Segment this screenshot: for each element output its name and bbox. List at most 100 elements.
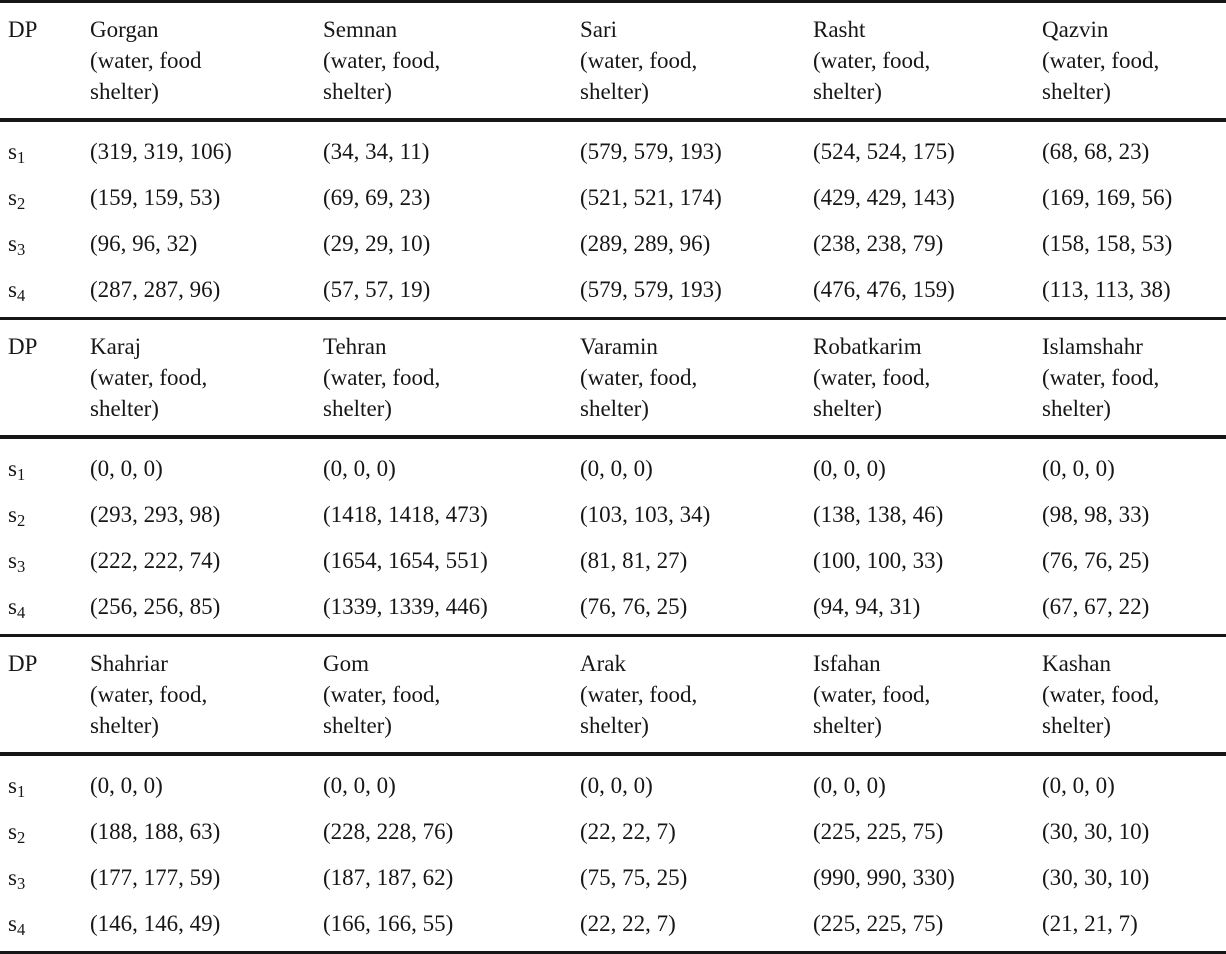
city-subtitle-line2: shelter) bbox=[580, 396, 649, 421]
data-table: DP Gorgan (water, food shelter) Semnan (water… bbox=[0, 0, 1226, 317]
header-row: DP Gorgan (water, food shelter) Semnan (water… bbox=[0, 1, 1226, 122]
corner-header-dp: DP bbox=[0, 1, 90, 122]
city-subtitle-line2: shelter) bbox=[323, 396, 392, 421]
city-subtitle-line1: (water, food, bbox=[813, 682, 931, 707]
city-column-header: Varamin (water, food, shelter) bbox=[580, 318, 813, 439]
city-name: Varamin bbox=[580, 334, 658, 359]
city-subtitle-line2: shelter) bbox=[90, 79, 159, 104]
value-cell: (0, 0, 0) bbox=[580, 456, 653, 481]
row-label-cell: s1 bbox=[0, 120, 90, 175]
value-cell: (69, 69, 23) bbox=[323, 185, 431, 210]
row-label-cell: s4 bbox=[0, 901, 90, 953]
value-cell: (68, 68, 23) bbox=[1042, 139, 1150, 164]
city-column-header: Qazvin (water, food, shelter) bbox=[1042, 1, 1226, 122]
value-cell: (0, 0, 0) bbox=[90, 773, 163, 798]
city-subtitle-line1: (water, food, bbox=[813, 365, 931, 390]
row-label: s bbox=[8, 502, 17, 527]
value-cell: (256, 256, 85) bbox=[90, 594, 221, 619]
value-cell: (76, 76, 25) bbox=[1042, 548, 1150, 573]
value-cell: (166, 166, 55) bbox=[323, 911, 454, 936]
city-subtitle-line2: shelter) bbox=[580, 713, 649, 738]
city-subtitle-line2: shelter) bbox=[90, 713, 159, 738]
table-row: s2 (159, 159, 53) (69, 69, 23) (521, 521, 1… bbox=[0, 175, 1226, 221]
city-column-header: Semnan (water, food, shelter) bbox=[323, 1, 580, 122]
row-label-subscript: 1 bbox=[16, 782, 26, 802]
row-label-subscript: 1 bbox=[16, 465, 26, 485]
city-column-header: Sari (water, food, shelter) bbox=[580, 1, 813, 122]
value-cell: (1654, 1654, 551) bbox=[323, 548, 488, 573]
value-cell: (159, 159, 53) bbox=[90, 185, 221, 210]
city-subtitle-line1: (water, food, bbox=[580, 48, 698, 73]
value-cell: (0, 0, 0) bbox=[813, 456, 886, 481]
row-label-subscript: 2 bbox=[16, 194, 26, 214]
city-name: Gom bbox=[323, 651, 369, 676]
value-cell: (30, 30, 10) bbox=[1042, 865, 1150, 890]
city-column-header: Gom (water, food, shelter) bbox=[323, 635, 580, 756]
row-label-subscript: 2 bbox=[16, 828, 26, 848]
header-row: DP Shahriar (water, food, shelter) Gom (water… bbox=[0, 635, 1226, 756]
header-row: DP Karaj (water, food, shelter) Tehran (water… bbox=[0, 318, 1226, 439]
value-cell: (100, 100, 33) bbox=[813, 548, 944, 573]
row-label-cell: s3 bbox=[0, 855, 90, 901]
city-subtitle-line2: shelter) bbox=[1042, 396, 1111, 421]
city-column-header: Rasht (water, food, shelter) bbox=[813, 1, 1042, 122]
value-cell: (222, 222, 74) bbox=[90, 548, 221, 573]
value-cell: (146, 146, 49) bbox=[90, 911, 221, 936]
table-row: s3 (96, 96, 32) (29, 29, 10) (289, 289, 96)… bbox=[0, 221, 1226, 267]
value-cell: (1339, 1339, 446) bbox=[323, 594, 488, 619]
table-row: s1 (0, 0, 0) (0, 0, 0) (0, 0, 0) (0, 0, 0) (0… bbox=[0, 754, 1226, 809]
row-label: s bbox=[8, 456, 17, 481]
value-cell: (524, 524, 175) bbox=[813, 139, 955, 164]
city-subtitle-line1: (water, food, bbox=[1042, 682, 1160, 707]
city-column-header: Robatkarim (water, food, shelter) bbox=[813, 318, 1042, 439]
city-column-header: Isfahan (water, food, shelter) bbox=[813, 635, 1042, 756]
city-name: Karaj bbox=[90, 334, 142, 359]
table-block-central: DP Karaj (water, food, shelter) Tehran (water… bbox=[0, 317, 1226, 634]
value-cell: (57, 57, 19) bbox=[323, 277, 431, 302]
city-name: Shahriar bbox=[90, 651, 168, 676]
value-cell: (0, 0, 0) bbox=[580, 773, 653, 798]
city-name: Semnan bbox=[323, 17, 398, 42]
row-label-subscript: 3 bbox=[16, 240, 26, 260]
value-cell: (22, 22, 7) bbox=[580, 819, 676, 844]
table-row: s1 (319, 319, 106) (34, 34, 11) (579, 579, … bbox=[0, 120, 1226, 175]
value-cell: (21, 21, 7) bbox=[1042, 911, 1138, 936]
row-label: s bbox=[8, 865, 17, 890]
value-cell: (579, 579, 193) bbox=[580, 139, 722, 164]
value-cell: (81, 81, 27) bbox=[580, 548, 688, 573]
row-label: s bbox=[8, 277, 17, 302]
city-column-header: Tehran (water, food, shelter) bbox=[323, 318, 580, 439]
value-cell: (1418, 1418, 473) bbox=[323, 502, 488, 527]
value-cell: (75, 75, 25) bbox=[580, 865, 688, 890]
city-name: Isfahan bbox=[813, 651, 881, 676]
row-label-cell: s4 bbox=[0, 267, 90, 317]
city-subtitle-line1: (water, food, bbox=[323, 365, 441, 390]
value-cell: (287, 287, 96) bbox=[90, 277, 221, 302]
table-row: s4 (146, 146, 49) (166, 166, 55) (22, 22, 7… bbox=[0, 901, 1226, 953]
value-cell: (0, 0, 0) bbox=[1042, 773, 1115, 798]
value-cell: (22, 22, 7) bbox=[580, 911, 676, 936]
table-row: s3 (177, 177, 59) (187, 187, 62) (75, 75, 2… bbox=[0, 855, 1226, 901]
table-row: s4 (287, 287, 96) (57, 57, 19) (579, 579, 1… bbox=[0, 267, 1226, 317]
table-block-south: DP Shahriar (water, food, shelter) Gom (water… bbox=[0, 634, 1226, 954]
row-label: s bbox=[8, 773, 17, 798]
city-subtitle-line1: (water, food, bbox=[580, 365, 698, 390]
city-subtitle-line1: (water, food, bbox=[580, 682, 698, 707]
city-subtitle-line1: (water, food, bbox=[1042, 365, 1160, 390]
city-subtitle-line1: (water, food, bbox=[90, 682, 208, 707]
corner-header-dp: DP bbox=[0, 318, 90, 439]
city-column-header: Arak (water, food, shelter) bbox=[580, 635, 813, 756]
city-subtitle-line1: (water, food, bbox=[323, 682, 441, 707]
table-row: s1 (0, 0, 0) (0, 0, 0) (0, 0, 0) (0, 0, 0) (0… bbox=[0, 437, 1226, 492]
value-cell: (94, 94, 31) bbox=[813, 594, 921, 619]
row-label-cell: s3 bbox=[0, 221, 90, 267]
row-label: s bbox=[8, 911, 17, 936]
row-label-subscript: 2 bbox=[16, 511, 26, 531]
city-name: Robatkarim bbox=[813, 334, 922, 359]
row-label: s bbox=[8, 185, 17, 210]
city-subtitle-line1: (water, food, bbox=[323, 48, 441, 73]
row-label-subscript: 4 bbox=[16, 286, 26, 306]
data-table: DP Shahriar (water, food, shelter) Gom (water… bbox=[0, 634, 1226, 954]
row-label-cell: s1 bbox=[0, 437, 90, 492]
